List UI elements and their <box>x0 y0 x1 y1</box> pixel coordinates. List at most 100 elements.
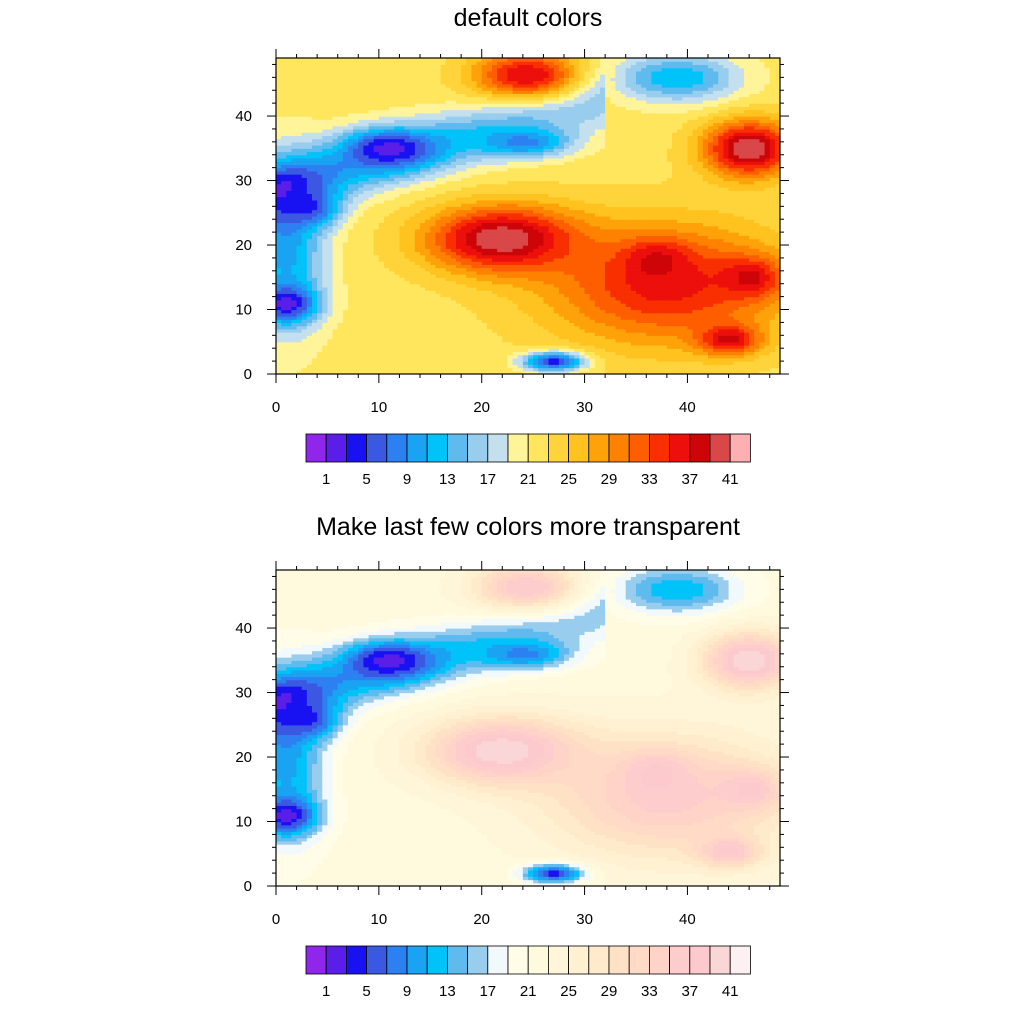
contour-cell <box>497 235 503 240</box>
contour-cell <box>507 257 514 262</box>
contour-cell <box>456 364 462 369</box>
contour-cell <box>450 106 457 111</box>
contour-cell <box>353 112 359 117</box>
contour-cell <box>461 170 467 175</box>
contour-cell <box>317 183 323 188</box>
contour-cell <box>348 70 354 75</box>
contour-cell <box>440 164 447 169</box>
contour-cell <box>378 364 385 369</box>
contour-cell <box>317 354 323 359</box>
contour-cell <box>301 203 308 207</box>
contour-cell <box>322 212 329 217</box>
contour-cell <box>450 90 457 95</box>
contour-cell <box>502 199 509 204</box>
contour-cell <box>522 116 529 120</box>
contour-cell <box>528 196 534 201</box>
contour-cell <box>425 167 431 172</box>
contour-cell <box>517 61 524 66</box>
contour-cell <box>533 332 539 336</box>
contour-cell <box>425 241 431 246</box>
contour-cell <box>507 261 514 265</box>
contour-cell <box>384 312 390 317</box>
contour-cell <box>497 315 503 320</box>
contour-cell <box>497 138 503 143</box>
contour-cell <box>528 251 534 256</box>
contour-cell <box>394 290 401 294</box>
contour-cell <box>481 357 488 362</box>
contour-cell <box>337 257 344 262</box>
contour-cell <box>399 306 406 311</box>
contour-cell <box>332 177 339 182</box>
contour-cell <box>404 138 411 143</box>
contour-cell <box>476 112 483 117</box>
contour-cell <box>502 319 509 323</box>
contour-cell <box>450 309 457 314</box>
contour-cell <box>373 245 380 249</box>
contour-cell <box>286 325 293 330</box>
contour-cell <box>317 332 323 336</box>
contour-cell <box>492 274 498 278</box>
contour-cell <box>461 180 467 185</box>
contour-cell <box>399 141 406 146</box>
contour-cell <box>502 177 509 182</box>
contour-cell <box>461 174 467 178</box>
contour-cell <box>342 254 349 259</box>
contour-cell <box>368 112 375 117</box>
contour-cell <box>456 274 462 278</box>
contour-cell <box>409 344 416 349</box>
contour-cell <box>342 90 349 95</box>
contour-cell <box>502 203 509 207</box>
contour-cell <box>332 296 339 301</box>
contour-cell <box>394 332 401 336</box>
contour-cell <box>466 83 473 88</box>
contour-cell <box>528 328 534 333</box>
contour-cell <box>450 170 457 175</box>
contour-cell <box>291 125 298 130</box>
contour-cell <box>486 109 493 114</box>
contour-cell <box>353 303 359 307</box>
contour-cell <box>404 199 411 204</box>
contour-cell <box>507 183 514 188</box>
contour-cell <box>512 222 519 227</box>
contour-cell <box>389 212 395 217</box>
contour-cell <box>342 219 349 224</box>
contour-cell <box>492 309 498 314</box>
contour-cell <box>450 203 457 207</box>
contour-cell <box>471 186 478 191</box>
contour-cell <box>471 219 478 224</box>
contour-cell <box>461 116 467 120</box>
contour-cell <box>358 351 365 356</box>
contour-cell <box>492 238 498 243</box>
contour-cell <box>481 64 488 69</box>
contour-cell <box>342 125 349 130</box>
contour-cell <box>425 74 431 78</box>
contour-cell <box>492 216 498 220</box>
contour-cell <box>358 264 365 269</box>
contour-cell <box>306 135 313 140</box>
contour-cell <box>348 280 354 285</box>
contour-cell <box>301 264 308 269</box>
contour-cell <box>291 274 298 278</box>
contour-cell <box>450 235 457 240</box>
contour-cell <box>363 274 370 278</box>
contour-cell <box>440 103 447 107</box>
contour-cell <box>363 219 370 224</box>
contour-cell <box>471 132 478 136</box>
contour-cell <box>522 280 529 285</box>
contour-cell <box>394 212 401 217</box>
contour-cell <box>512 257 519 262</box>
contour-cell <box>394 341 401 346</box>
contour-cell <box>358 328 365 333</box>
contour-cell <box>445 296 452 301</box>
contour-cell <box>276 161 282 165</box>
contour-cell <box>384 74 390 78</box>
contour-cell <box>445 119 452 124</box>
contour-cell <box>322 348 329 353</box>
contour-cell <box>322 116 329 120</box>
contour-cell <box>440 286 447 291</box>
contour-cell <box>378 277 385 282</box>
contour-cell <box>445 299 452 304</box>
contour-cell <box>492 261 498 265</box>
contour-cell <box>327 209 334 214</box>
contour-cell <box>317 370 323 374</box>
